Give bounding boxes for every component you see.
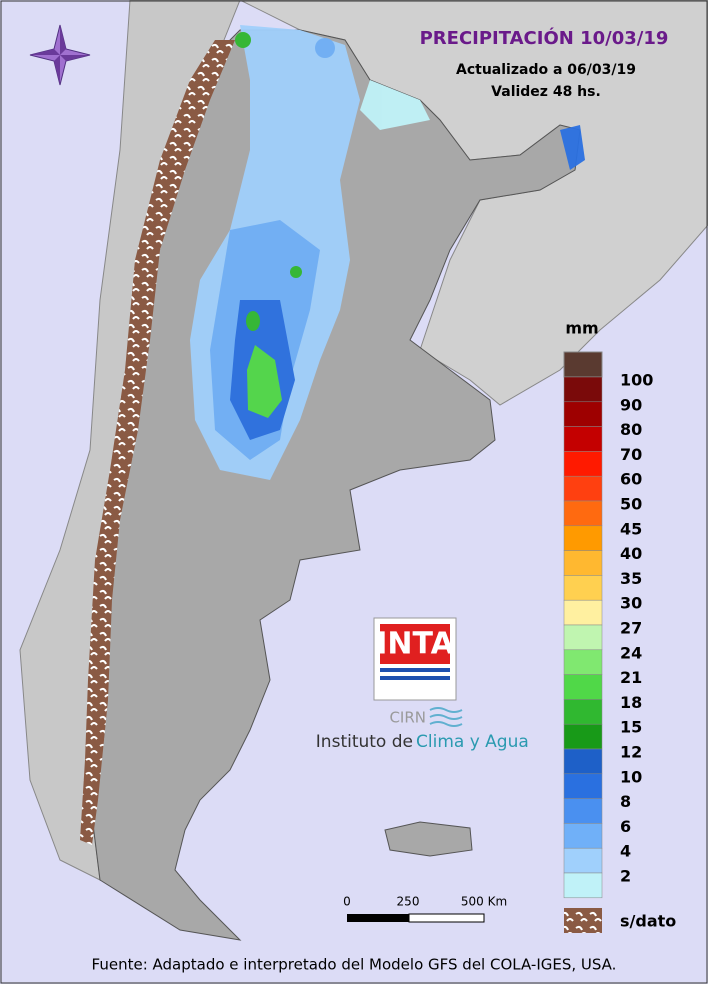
logo-institute: Instituto de: [316, 732, 413, 752]
legend-no-data-swatch: [564, 908, 602, 933]
legend-swatch: [563, 575, 603, 601]
legend-swatch: [563, 550, 603, 576]
legend-swatch: [563, 847, 603, 874]
legend-label: 4: [620, 842, 631, 861]
legend-label: 60: [620, 470, 642, 489]
legend-label: 12: [620, 743, 642, 762]
legend-label: 50: [620, 495, 642, 514]
scale-bar: [347, 913, 485, 923]
legend-swatch: [563, 872, 603, 899]
legend-swatch: [563, 500, 603, 527]
legend-label: 10: [620, 767, 642, 786]
legend-label: 27: [620, 619, 642, 638]
legend-label: 30: [620, 594, 642, 613]
scale-label: 250: [397, 895, 420, 909]
title: PRECIPITACIÓN 10/03/19: [420, 27, 669, 49]
legend-top-swatch: [563, 351, 603, 378]
legend-swatch: [563, 823, 603, 849]
legend-swatch: [563, 723, 603, 750]
legend-swatch: [563, 674, 603, 700]
legend-label: 15: [620, 718, 642, 737]
scale-label: 0: [343, 895, 351, 909]
validity: Validez 48 hs.: [491, 84, 601, 100]
legend-label: 6: [620, 817, 631, 836]
logo-institute-highlight: Clima y Agua: [416, 732, 529, 752]
legend-label: 24: [620, 643, 642, 662]
footer: Fuente: Adaptado e interpretado del Mode…: [92, 956, 617, 974]
legend-label: 18: [620, 693, 642, 712]
legend-swatch: [563, 525, 603, 551]
islands: [384, 821, 473, 857]
legend-label: 40: [620, 544, 642, 563]
logo: [373, 617, 463, 727]
updated: Actualizado a 06/03/19: [456, 62, 636, 78]
legend-no-data: s/dato: [620, 912, 676, 931]
legend-label: 35: [620, 569, 642, 588]
legend-label: 45: [620, 519, 642, 538]
legend-swatch: [563, 699, 603, 725]
precipitation: [190, 25, 585, 480]
legend-label: 21: [620, 668, 642, 687]
legend-label: 70: [620, 445, 642, 464]
compass: [29, 24, 91, 86]
legend-swatch: [563, 401, 603, 427]
legend-label: 100: [620, 371, 653, 390]
no-data-zone: [80, 40, 235, 845]
legend: 100 90 80 70 60 50 45 40 35 30 27 24 21 18 15 12 10 8 6 4 2: [563, 371, 653, 899]
legend-label: 80: [620, 420, 642, 439]
legend-swatch: [563, 376, 603, 403]
legend-swatch: [563, 451, 603, 477]
legend-unit: mm: [565, 319, 598, 338]
logo-brand: INTA: [376, 627, 454, 662]
legend-label: 2: [620, 867, 631, 886]
logo-center: CIRN: [389, 709, 426, 727]
scale-label: 500 Km: [461, 895, 507, 909]
legend-swatch: [563, 748, 603, 775]
legend-swatch: [563, 599, 603, 626]
legend-swatch: [563, 426, 603, 452]
legend-swatch: [563, 649, 603, 675]
legend-label: 8: [620, 792, 631, 811]
legend-swatch: [563, 475, 603, 502]
legend-swatch: [563, 624, 603, 651]
legend-swatch: [563, 773, 603, 799]
legend-swatch: [563, 798, 603, 824]
legend-label: 90: [620, 395, 642, 414]
